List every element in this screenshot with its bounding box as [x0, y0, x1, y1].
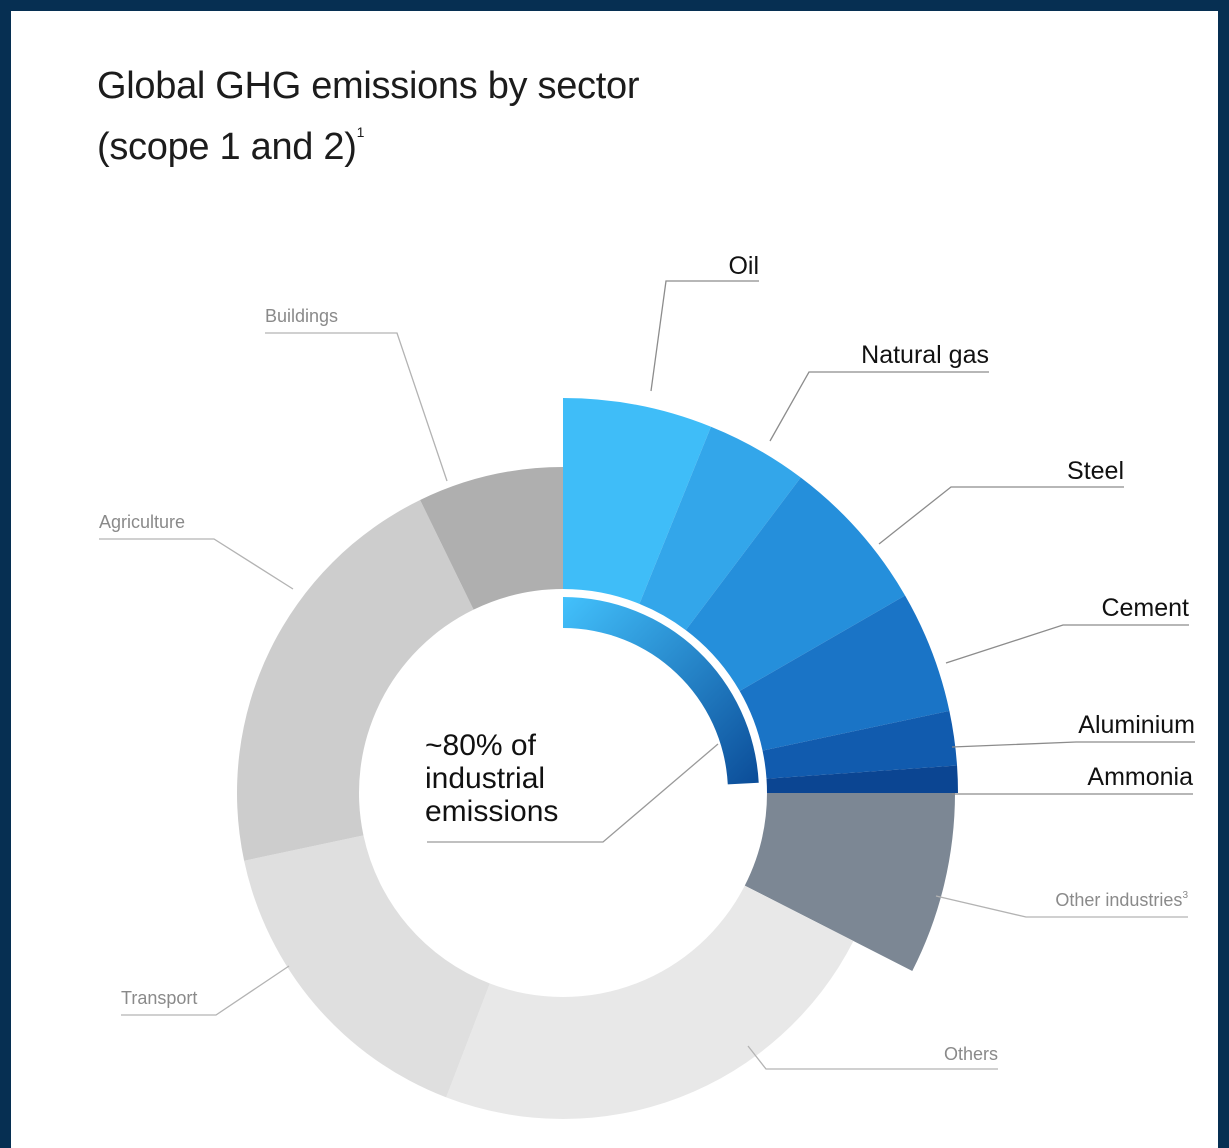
chart-title-line2: (scope 1 and 2): [97, 126, 357, 168]
segment-steel: [685, 477, 906, 691]
center-leader-line: [427, 743, 719, 843]
segment-other-industries: [744, 793, 955, 971]
segment-agriculture: [237, 499, 474, 861]
leader-steel: [878, 486, 1124, 545]
chart-title: Global GHG emissions by sector (scope 1 …: [97, 63, 639, 170]
segment-labels: Oil Natural gas Steel Cement Aluminium Ammoni…: [99, 252, 1195, 1064]
segment-oil: [563, 398, 711, 604]
label-ammonia: Ammonia: [1087, 763, 1193, 791]
title-footnote-marker: 1: [356, 124, 365, 140]
segment-ammonia: [766, 765, 958, 793]
donut-segments: [237, 398, 958, 1119]
chart-panel: Global GHG emissions by sector (scope 1 …: [11, 11, 1218, 1148]
label-cement: Cement: [1101, 594, 1189, 622]
label-steel: Steel: [1067, 457, 1124, 485]
center-text-line3: emissions: [425, 795, 558, 828]
segment-natural-gas: [639, 426, 801, 631]
leader-oil: [650, 280, 759, 392]
leader-transport: [121, 965, 290, 1016]
leader-other-industries: [935, 895, 1188, 918]
donut-chart: Oil Natural gas Steel Cement Aluminium Ammoni…: [99, 252, 1195, 1119]
leader-aluminium: [951, 741, 1195, 748]
center-annotation: ~80% of industrial emissions: [425, 729, 719, 843]
label-natural-gas: Natural gas: [861, 341, 989, 369]
industrial-share-arc: [563, 597, 759, 785]
segment-buildings: [420, 467, 563, 610]
leader-lines: [99, 280, 1195, 1070]
label-agriculture: Agriculture: [99, 512, 185, 532]
leader-cement: [945, 624, 1189, 664]
leader-natural-gas: [769, 371, 989, 442]
label-other-industries: Other industries3: [1055, 890, 1188, 910]
center-text-line2: industrial: [425, 762, 545, 795]
leader-others: [747, 1045, 998, 1070]
label-buildings: Buildings: [265, 306, 338, 326]
center-text-line1: ~80% of: [425, 729, 537, 762]
segment-cement: [739, 595, 950, 751]
leader-agriculture: [99, 538, 294, 590]
leader-buildings: [265, 332, 448, 482]
label-others: Others: [944, 1044, 998, 1064]
label-footnote-marker: 3: [1182, 890, 1188, 901]
label-oil: Oil: [728, 252, 759, 280]
label-transport: Transport: [121, 988, 197, 1008]
chart-title-line1: Global GHG emissions by sector: [97, 65, 640, 107]
segment-transport: [244, 835, 490, 1098]
segment-others: [446, 885, 854, 1119]
segment-aluminium: [762, 710, 958, 779]
label-aluminium: Aluminium: [1078, 711, 1195, 739]
